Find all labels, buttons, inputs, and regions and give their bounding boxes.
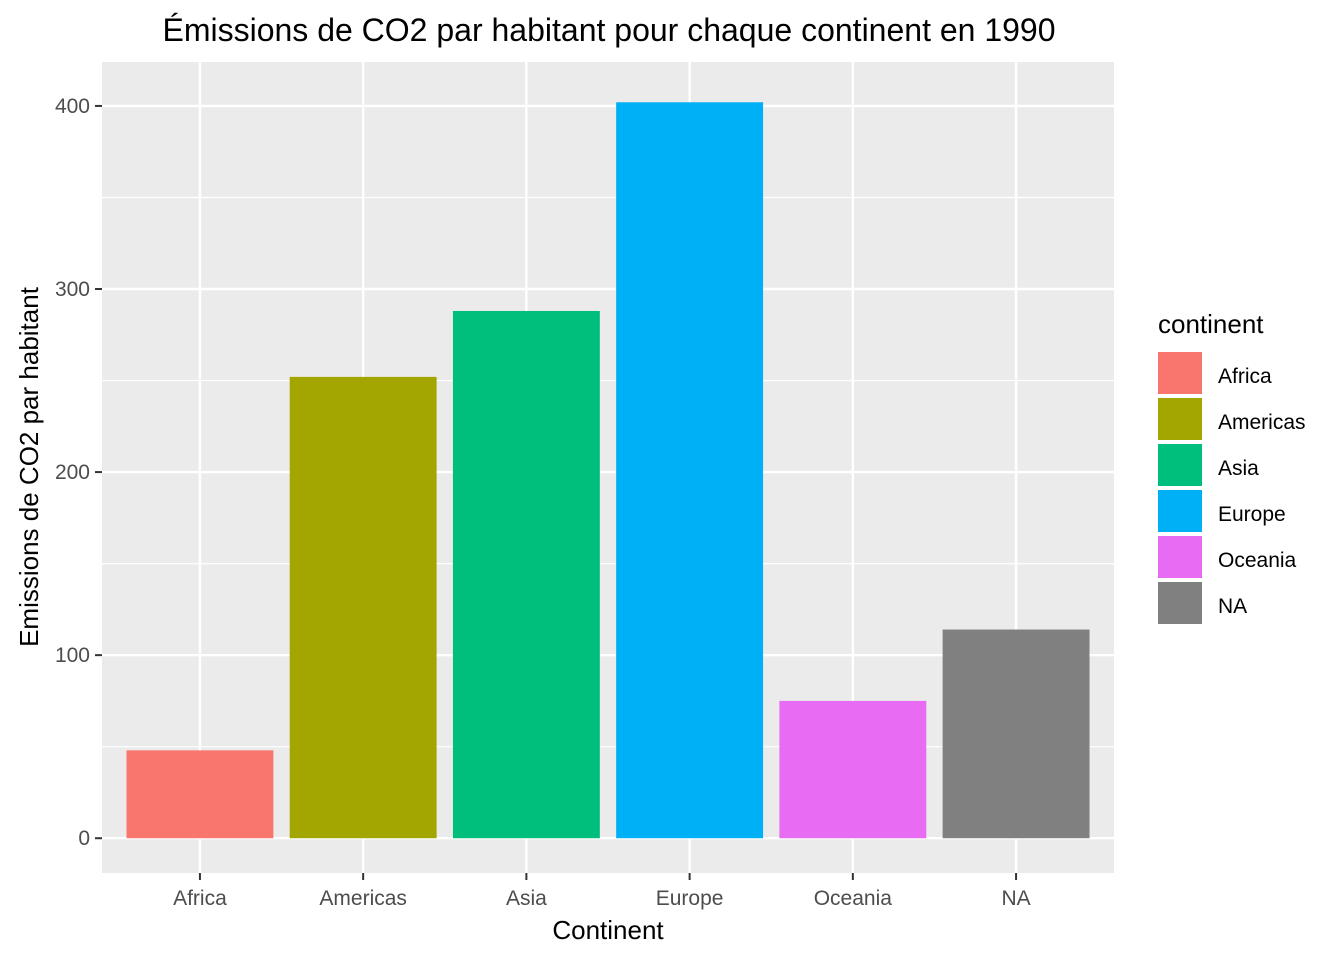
legend-label: Oceania (1218, 549, 1297, 572)
x-tick-label: Americas (319, 887, 407, 910)
legend-key (1158, 398, 1202, 440)
y-tick-label: 300 (55, 278, 90, 301)
legend-label: Asia (1218, 457, 1259, 480)
bar-oceania (779, 700, 927, 839)
legend-key (1158, 582, 1202, 624)
y-tick-label: 400 (55, 95, 90, 118)
legend-label: NA (1218, 595, 1247, 618)
x-tick-label: Africa (173, 887, 227, 910)
bar-asia (452, 310, 600, 839)
y-axis: 0 100 200 300 400 (55, 95, 102, 850)
bar-na (942, 629, 1090, 839)
y-tick-label: 200 (55, 461, 90, 484)
bar-europe (616, 102, 764, 839)
y-tick-label: 0 (78, 827, 90, 850)
legend-key (1158, 490, 1202, 532)
x-axis: Africa Americas Asia Europe Oceania NA (173, 873, 1031, 910)
legend-key (1158, 536, 1202, 578)
legend-label: Americas (1218, 411, 1306, 434)
legend-key (1158, 444, 1202, 486)
legend-label: Africa (1218, 365, 1272, 388)
x-tick-label: NA (1001, 887, 1030, 910)
bar-africa (126, 750, 274, 839)
legend-label: Europe (1218, 503, 1286, 526)
chart-title: Émissions de CO2 par habitant pour chaqu… (162, 12, 1055, 48)
legend: continent Africa Americas Asia Europe Oceani… (1158, 309, 1306, 624)
bars (126, 102, 1090, 839)
x-tick-label: Europe (656, 887, 724, 910)
x-tick-label: Asia (506, 887, 547, 910)
legend-title: continent (1158, 309, 1264, 339)
y-tick-label: 100 (55, 644, 90, 667)
legend-key (1158, 352, 1202, 394)
x-tick-label: Oceania (814, 887, 893, 910)
x-axis-title: Continent (552, 915, 664, 945)
bar-americas (289, 376, 437, 839)
y-axis-title: Emissions de CO2 par habitant (14, 286, 44, 647)
